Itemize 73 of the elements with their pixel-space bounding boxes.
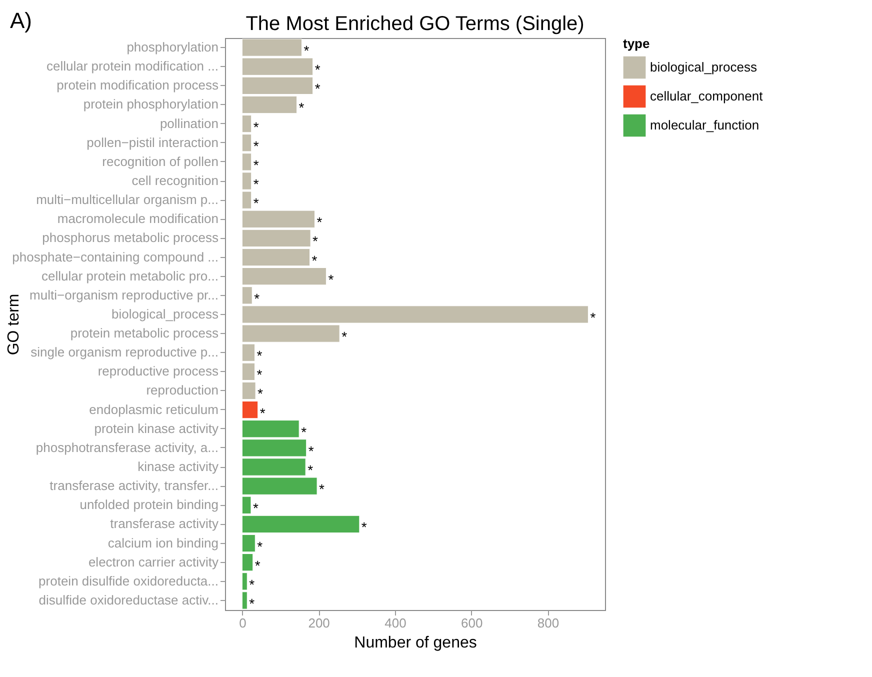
- annotation: *: [249, 595, 256, 612]
- y-tick-label: unfolded protein binding: [80, 497, 218, 512]
- annotation: *: [342, 328, 348, 345]
- y-tick-label: pollen−pistil interaction: [86, 134, 218, 150]
- y-tick-label: transferase activity, transfer...: [50, 478, 218, 494]
- y-tick-label: protein modification process: [56, 78, 219, 93]
- annotation: *: [253, 176, 260, 192]
- annotation: *: [590, 309, 596, 326]
- annotation: *: [257, 538, 264, 554]
- y-tick-label: electron carrier activity: [88, 554, 219, 570]
- annotation: *: [314, 62, 321, 78]
- y-tick-label: macromolecule modification: [57, 211, 218, 226]
- y-tick-label: cellular protein metabolic pro...: [41, 268, 218, 284]
- annotation: *: [298, 100, 305, 116]
- y-tick-label: disulfide oxidoreductase activ...: [38, 592, 218, 608]
- annotation: *: [301, 424, 308, 440]
- y-tick-label: kinase activity: [138, 459, 219, 474]
- legend-title: type: [623, 36, 650, 51]
- y-tick-label: recognition of pollen: [102, 154, 218, 169]
- annotation: *: [308, 462, 314, 478]
- y-tick-label: phosphorylation: [126, 40, 218, 55]
- x-tick-label: 0: [239, 616, 246, 630]
- annotation: *: [253, 138, 260, 154]
- y-tick-label: transferase activity: [110, 516, 219, 532]
- y-tick-label: cell recognition: [132, 173, 218, 188]
- annotation: *: [249, 576, 256, 592]
- x-tick-label: 600: [460, 616, 483, 630]
- y-tick-label: protein kinase activity: [94, 420, 219, 436]
- legend-label: molecular_function: [650, 118, 760, 132]
- x-tick-label: 400: [384, 616, 406, 630]
- y-tick-label: biological_process: [112, 306, 219, 322]
- y-tick-label: phosphotransferase activity, a...: [36, 440, 218, 455]
- y-tick-label: calcium ion binding: [108, 535, 218, 550]
- legend-label: cellular_component: [650, 88, 764, 104]
- x-axis-title: Number of genes: [354, 634, 477, 652]
- x-tick-label: 800: [537, 616, 560, 630]
- y-tick-label: protein phosphorylation: [83, 96, 218, 112]
- text: A): [10, 8, 32, 34]
- annotation: *: [304, 42, 310, 59]
- annotation: *: [316, 214, 323, 230]
- legend-label: biological_process: [650, 60, 758, 74]
- annotation: *: [319, 481, 326, 498]
- annotation: *: [256, 366, 263, 383]
- y-axis-title: GO term: [6, 294, 22, 356]
- chart-title: The Most Enriched GO Terms (Single): [246, 13, 584, 35]
- annotation: *: [256, 348, 263, 364]
- y-tick-label: multi−multicellular organism p...: [36, 192, 218, 208]
- annotation: *: [314, 80, 321, 97]
- y-tick-label: multi−organism reproductive pr...: [30, 287, 218, 302]
- annotation: *: [328, 271, 334, 288]
- annotation: *: [260, 404, 266, 421]
- y-tick-label: protein disulfide oxidoreducta...: [38, 573, 218, 588]
- annotation: *: [312, 252, 318, 268]
- y-tick-label: reproduction: [146, 382, 218, 398]
- x-tick-label: 200: [308, 616, 330, 630]
- annotation: *: [252, 500, 259, 516]
- y-tick-label: pollination: [160, 116, 218, 131]
- annotation: *: [254, 557, 261, 574]
- annotation: *: [253, 118, 260, 135]
- y-tick-label: phosphorus metabolic process: [42, 230, 219, 246]
- annotation: *: [361, 519, 368, 536]
- annotation: *: [254, 290, 260, 306]
- annotation: *: [308, 442, 314, 459]
- y-tick-label: phosphate−containing compound ...: [12, 249, 218, 264]
- annotation: *: [312, 233, 319, 250]
- y-tick-label: protein metabolic process: [70, 326, 219, 341]
- y-tick-label: endoplasmic reticulum: [89, 402, 218, 417]
- annotation: *: [253, 195, 260, 212]
- y-tick-label: single organism reproductive p...: [30, 344, 218, 360]
- annotation: *: [258, 386, 264, 402]
- annotation: *: [253, 156, 260, 173]
- y-tick-label: cellular protein modification ...: [46, 58, 218, 74]
- y-tick-label: reproductive process: [98, 364, 219, 379]
